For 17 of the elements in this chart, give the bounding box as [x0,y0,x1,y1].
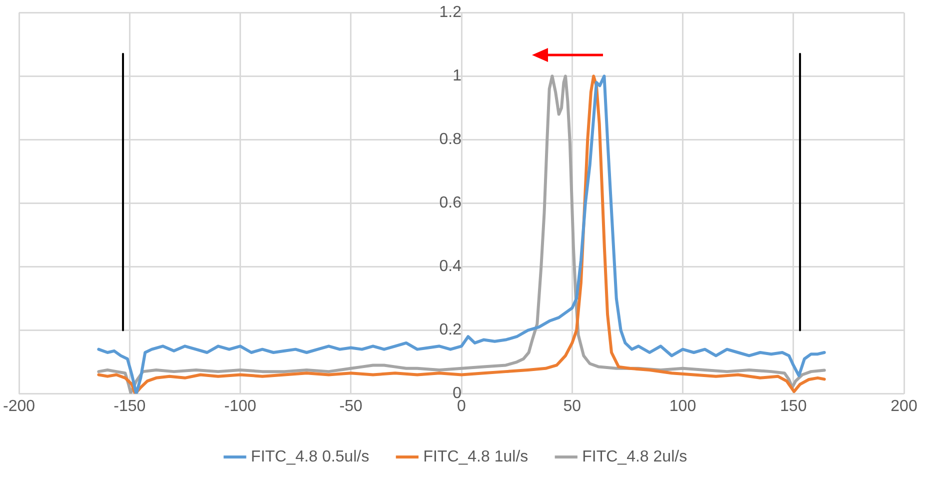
y-tick-label: 1.2 [439,4,462,22]
x-tick-label: -100 [224,398,256,415]
x-tick-label: 200 [890,398,918,415]
y-tick-label: 1 [452,68,462,85]
x-tick-label: -50 [339,398,363,415]
x-tick-label: -150 [114,398,146,415]
x-tick-label: 150 [780,398,807,415]
y-tick-label: 0.6 [439,194,462,212]
y-tick-label: 0.4 [439,258,462,276]
x-tick-label: 50 [563,398,582,415]
x-tick-label: 100 [669,398,696,415]
legend-label: FITC_4.8 1ul/s [423,448,528,466]
y-tick-label: 0.2 [439,322,462,339]
x-tick-label: -200 [2,398,36,415]
legend-label: FITC_4.8 0.5ul/s [250,448,370,466]
y-tick-label: 0.8 [439,131,462,148]
legend-label: FITC_4.8 2ul/s [582,448,688,466]
